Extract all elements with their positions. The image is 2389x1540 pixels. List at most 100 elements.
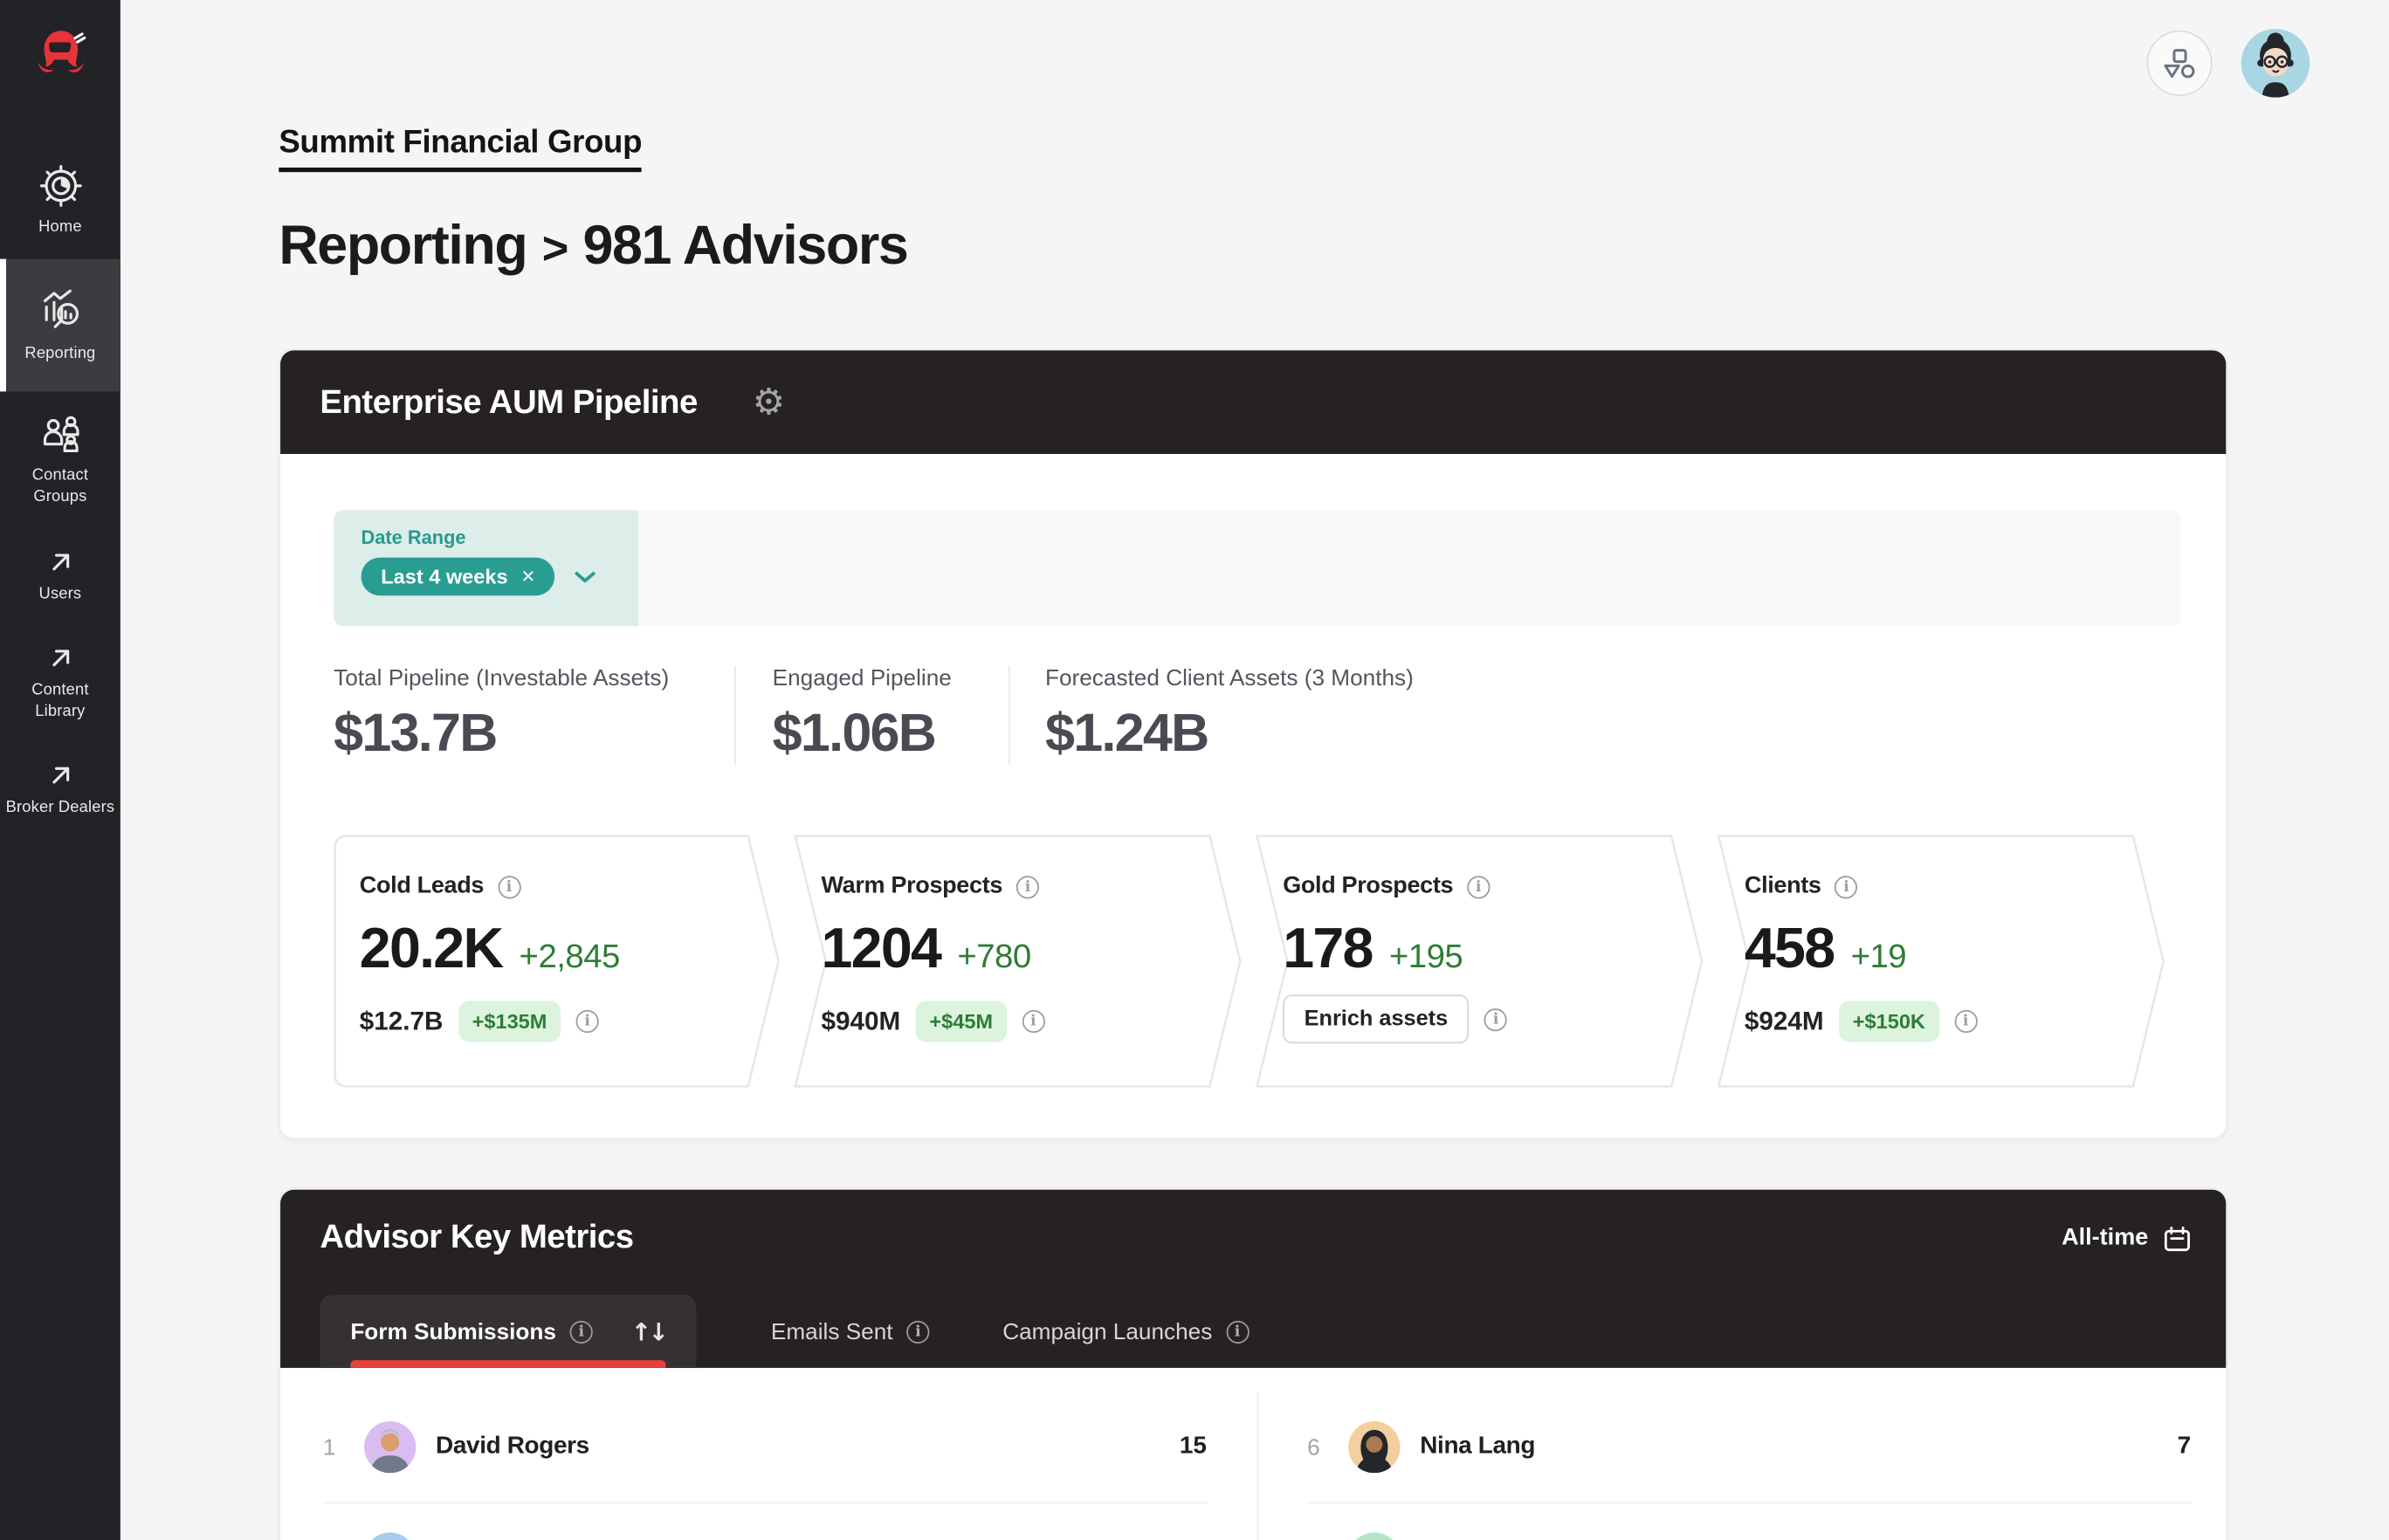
sidebar-item-label: Broker Dealers: [5, 799, 115, 818]
sidebar: Home Reporting: [0, 0, 120, 1540]
integrations-shapes-button[interactable]: [2146, 30, 2213, 96]
info-icon[interactable]: i: [569, 1319, 593, 1344]
sidebar-item-label: Contact Groups: [31, 466, 89, 506]
stage-name: Gold Prospects: [1283, 872, 1454, 899]
info-icon[interactable]: i: [497, 875, 520, 898]
sidebar-item-home[interactable]: Home: [0, 143, 120, 258]
info-icon[interactable]: i: [575, 1009, 599, 1034]
pipeline-funnel: Cold Leads i 20.2K +2,845 $12.7B +$135M …: [334, 835, 2180, 1088]
external-link-arrow-icon: [52, 767, 69, 785]
gear-icon[interactable]: ⚙: [752, 381, 786, 424]
close-icon[interactable]: ×: [521, 563, 535, 590]
info-icon[interactable]: i: [906, 1319, 930, 1344]
tab-label: Emails Sent: [770, 1318, 893, 1344]
stat-divider: [1009, 665, 1010, 765]
time-range-label: All-time: [2062, 1224, 2149, 1251]
info-icon[interactable]: i: [1466, 875, 1491, 898]
date-range-filter: Date Range Last 4 weeks ×: [334, 510, 639, 627]
leaderboard-row[interactable]: 1 David Rogers 15: [322, 1392, 1207, 1504]
stat-value: $1.06B: [772, 704, 937, 764]
pipeline-filter-bar: Date Range Last 4 weeks ×: [334, 510, 2180, 627]
stat-value: $13.7B: [334, 704, 498, 764]
stat-label: Forecasted Client Assets (3 Months): [1044, 665, 1414, 692]
sidebar-nav: Home Reporting: [0, 143, 120, 840]
sidebar-item-broker-dealers[interactable]: Broker Dealers: [0, 743, 120, 840]
stage-delta: +2,845: [519, 937, 621, 975]
tab-emails-sent[interactable]: Emails Sent i: [734, 1295, 966, 1368]
info-icon[interactable]: i: [1022, 1009, 1045, 1034]
avatar: [364, 1420, 417, 1474]
page-title: Reporting >981 Advisors: [279, 213, 909, 277]
stage-amount-delta-badge: +$150K: [1839, 1000, 1939, 1042]
avatar: [1348, 1420, 1401, 1474]
stat-forecasted-assets: Forecasted Client Assets (3 Months) $1.2…: [1045, 666, 1414, 765]
top-actions: [2146, 29, 2310, 98]
leaderboard-row[interactable]: 6 Nina Lang 7: [1307, 1392, 2192, 1504]
sort-icon[interactable]: ↑↓: [630, 1317, 669, 1346]
sidebar-item-label: Users: [38, 584, 82, 603]
funnel-stage-gold-prospects: Gold Prospects i 178 +195 Enrich assets …: [1283, 835, 1673, 1088]
breadcrumb-current: 981 Advisors: [582, 213, 908, 276]
stage-amount: $924M: [1744, 1006, 1824, 1035]
rank: 1: [322, 1433, 336, 1461]
leaderboard-column-divider: [1256, 1392, 1259, 1540]
info-icon[interactable]: i: [1954, 1009, 1978, 1034]
leaderboard-row[interactable]: 2 JK Jason Kyriakides 11: [323, 1503, 1207, 1540]
sidebar-item-label: Content Library: [31, 681, 89, 721]
avatar-initials: JK: [364, 1532, 417, 1540]
calendar-icon: [2164, 1226, 2190, 1251]
metrics-card-header: Advisor Key Metrics All-time Form Submis…: [280, 1189, 2227, 1368]
tab-form-submissions[interactable]: Form Submissions i ↑↓: [320, 1295, 697, 1368]
rank: 6: [1307, 1433, 1320, 1461]
leaderboard-row[interactable]: 7 BL Brian Levine 7: [1307, 1503, 2191, 1540]
chevron-down-icon[interactable]: [575, 570, 596, 582]
stat-label: Engaged Pipeline: [772, 665, 952, 692]
breadcrumb-section: Reporting: [279, 213, 527, 276]
stage-delta: +780: [957, 937, 1031, 975]
funnel-stage-cold-leads: Cold Leads i 20.2K +2,845 $12.7B +$135M …: [360, 835, 750, 1088]
tab-label: Form Submissions: [350, 1318, 556, 1344]
info-icon[interactable]: i: [1015, 875, 1039, 898]
stat-divider: [734, 665, 736, 765]
advisor-value: 7: [2177, 1433, 2192, 1460]
stat-engaged-pipeline: Engaged Pipeline $1.06B: [773, 666, 1009, 765]
stage-count: 20.2K: [359, 917, 504, 980]
advisor-name: Nina Lang: [1420, 1433, 1536, 1460]
date-range-label: Date Range: [361, 526, 466, 549]
sidebar-item-content-library[interactable]: Content Library: [0, 625, 120, 743]
pipeline-card-header: Enterprise AUM Pipeline ⚙: [280, 350, 2227, 454]
user-avatar[interactable]: [2241, 29, 2310, 98]
info-icon[interactable]: i: [1484, 1007, 1508, 1031]
reporting-chart-icon: [43, 289, 79, 328]
external-link-arrow-icon: [52, 650, 69, 667]
stage-amount: $940M: [821, 1006, 901, 1035]
metrics-card-title: Advisor Key Metrics: [320, 1217, 634, 1255]
sidebar-item-users[interactable]: Users: [0, 528, 120, 625]
leaderboard-right-column: 6 Nina Lang 7 7 BL Brian Levine: [1307, 1392, 2192, 1540]
info-icon[interactable]: i: [1226, 1319, 1250, 1344]
sidebar-item-reporting[interactable]: Reporting: [0, 258, 120, 392]
enrich-assets-button[interactable]: Enrich assets: [1283, 994, 1470, 1044]
info-icon[interactable]: i: [1835, 875, 1858, 898]
stage-delta: +19: [1850, 937, 1907, 975]
stage-name: Warm Prospects: [821, 872, 1003, 899]
org-link[interactable]: Summit Financial Group: [279, 125, 642, 173]
date-range-chip[interactable]: Last 4 weeks ×: [361, 557, 555, 596]
home-gear-pie-icon: [39, 164, 81, 207]
stat-value: $1.24B: [1044, 704, 1209, 764]
time-range-control[interactable]: All-time: [2062, 1225, 2191, 1252]
stage-amount-delta-badge: +$135M: [458, 1000, 561, 1042]
funnel-stage-clients: Clients i 458 +19 $924M +$150K i: [1745, 835, 2135, 1088]
avatar-photo-illustration: [370, 1428, 410, 1474]
user-avatar-illustration: [2241, 29, 2310, 98]
tab-label: Campaign Launches: [1002, 1318, 1213, 1344]
stage-delta: +195: [1388, 937, 1463, 975]
advisor-name: David Rogers: [436, 1433, 589, 1460]
advisor-key-metrics-card: Advisor Key Metrics All-time Form Submis…: [279, 1188, 2228, 1540]
stage-name: Cold Leads: [359, 872, 485, 899]
stage-amount: $12.7B: [359, 1006, 444, 1035]
company-logo-icon[interactable]: [30, 24, 91, 86]
stage-count: 178: [1283, 917, 1374, 980]
sidebar-item-contact-groups[interactable]: Contact Groups: [0, 392, 120, 528]
tab-campaign-launches[interactable]: Campaign Launches i: [966, 1295, 1285, 1368]
